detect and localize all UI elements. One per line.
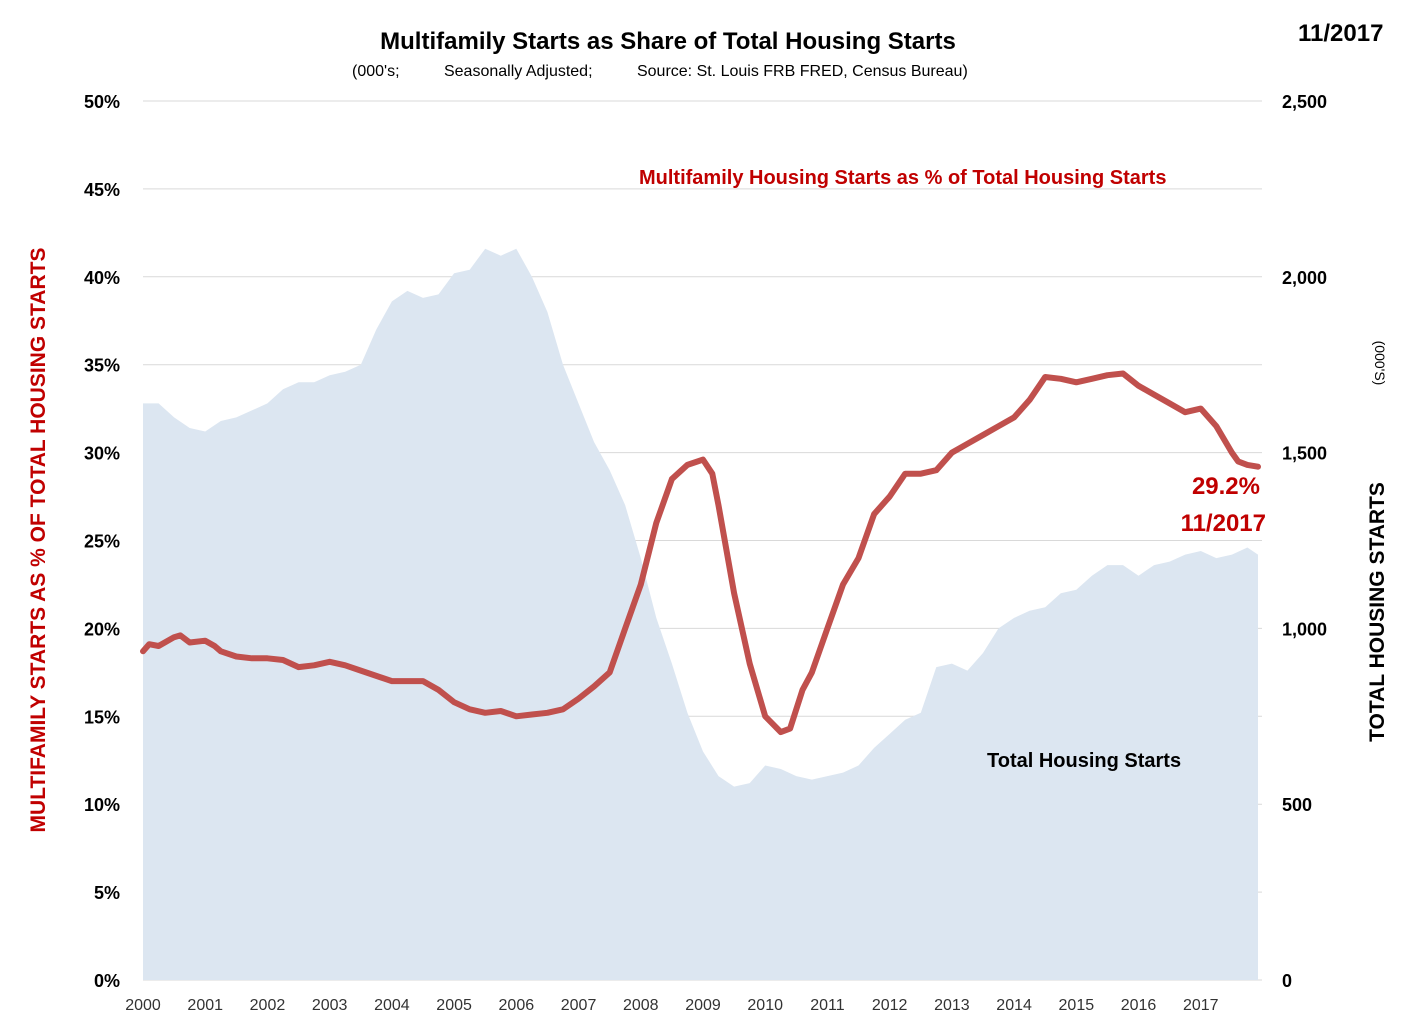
area-series-label: Total Housing Starts — [987, 750, 1181, 772]
right-tick-label: 0 — [1282, 971, 1292, 991]
left-tick-label: 0% — [94, 971, 120, 991]
x-tick-label: 2017 — [1183, 997, 1219, 1014]
left-tick-label: 25% — [84, 532, 120, 552]
x-tick-label: 2001 — [187, 997, 223, 1014]
x-tick-label: 2004 — [374, 997, 410, 1014]
left-tick-label: 15% — [84, 707, 120, 727]
left-tick-label: 20% — [84, 619, 120, 639]
x-axis-ticks: 2000 2001 2002 2003 2004 2005 2006 2007 2008 2009… — [125, 997, 1218, 1014]
multifamily-share-line-layer — [140, 370, 1261, 736]
last-value-label: 29.2% — [1192, 473, 1260, 500]
x-tick-label: 2008 — [623, 997, 659, 1014]
right-axis-ticks: 0 500 1,000 1,500 2,000 2,500 — [1282, 92, 1327, 991]
line-series-label: Multifamily Housing Starts as % of Total… — [639, 167, 1166, 189]
left-tick-label: 40% — [84, 268, 120, 288]
x-tick-label: 2005 — [436, 997, 472, 1014]
x-tick-label: 2002 — [250, 997, 286, 1014]
x-tick-label: 2000 — [125, 997, 161, 1014]
left-tick-label: 10% — [84, 795, 120, 815]
x-tick-label: 2015 — [1059, 997, 1095, 1014]
x-tick-label: 2009 — [685, 997, 721, 1014]
left-tick-label: 45% — [84, 180, 120, 200]
last-date-label: 11/2017 — [1181, 510, 1266, 537]
x-tick-label: 2016 — [1121, 997, 1157, 1014]
left-axis-ticks: 0% 5% 10% 15% 20% 25% 30% 35% 40% 45% 50% — [84, 92, 120, 991]
multifamily-share-line — [140, 370, 1261, 736]
left-tick-label: 5% — [94, 883, 120, 903]
right-tick-label: 2,000 — [1282, 268, 1327, 288]
x-tick-label: 2014 — [996, 997, 1032, 1014]
chart-date: 11/2017 — [1298, 20, 1384, 47]
left-tick-label: 35% — [84, 356, 120, 376]
right-tick-label: 1,000 — [1282, 619, 1327, 639]
x-tick-label: 2003 — [312, 997, 348, 1014]
chart-title: Multifamily Starts as Share of Total Hou… — [380, 28, 956, 55]
x-tick-label: 2010 — [747, 997, 783, 1014]
left-tick-label: 30% — [84, 444, 120, 464]
x-tick-label: 2012 — [872, 997, 908, 1014]
x-tick-label: 2011 — [810, 997, 845, 1014]
chart-subtitle: (000's; Seasonally Adjusted; Source: St.… — [352, 63, 968, 80]
right-tick-label: 500 — [1282, 795, 1312, 815]
right-tick-label: 1,500 — [1282, 444, 1327, 464]
x-tick-label: 2013 — [934, 997, 970, 1014]
left-tick-label: 50% — [84, 92, 120, 112]
total-housing-starts-area — [143, 248, 1258, 980]
right-tick-label: 2,500 — [1282, 92, 1327, 112]
x-tick-label: 2007 — [561, 997, 597, 1014]
x-tick-label: 2006 — [499, 997, 535, 1014]
total-starts-area-layer — [143, 248, 1258, 980]
